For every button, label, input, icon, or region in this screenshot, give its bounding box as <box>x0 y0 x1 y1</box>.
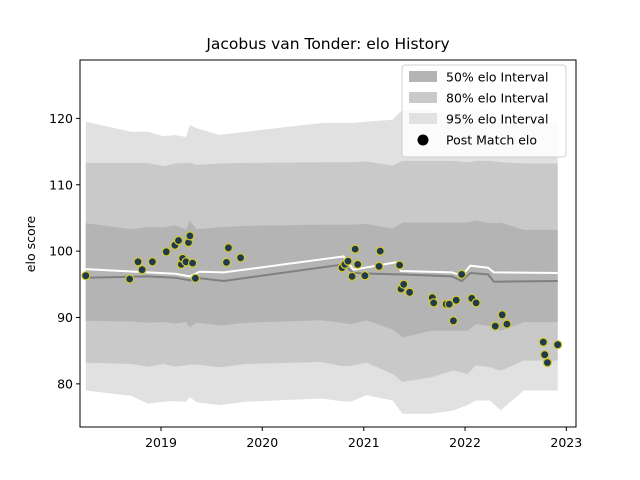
y-axis: 80 90 100 110 120 <box>49 111 80 391</box>
data-point <box>350 244 360 254</box>
data-point <box>553 340 563 350</box>
data-point <box>490 321 500 331</box>
data-point <box>502 319 512 329</box>
y-tick-label: 90 <box>57 310 73 325</box>
data-point <box>542 358 553 368</box>
data-point <box>540 350 550 360</box>
data-point <box>221 257 232 267</box>
data-point <box>353 259 363 269</box>
data-point <box>173 235 184 246</box>
data-point <box>405 287 415 297</box>
data-point <box>444 299 454 309</box>
x-tick-label: 2019 <box>145 435 177 450</box>
data-point <box>429 298 439 308</box>
y-tick-label: 80 <box>57 376 73 391</box>
data-point <box>236 253 246 263</box>
data-point <box>360 271 370 281</box>
data-point <box>81 271 91 281</box>
x-tick-label: 2022 <box>449 435 481 450</box>
data-point <box>133 257 143 267</box>
plot-frame <box>79 59 577 428</box>
data-point <box>471 298 481 308</box>
chart-title: Jacobus van Tonder: elo History <box>205 35 449 53</box>
x-tick-label: 2023 <box>550 435 582 450</box>
legend: 50% elo Interval 80% elo Interval 95% elo … <box>401 64 567 158</box>
y-tick-label: 110 <box>49 177 73 192</box>
data-point <box>125 274 135 284</box>
data-point <box>497 310 507 320</box>
post-match-points <box>81 231 563 368</box>
data-point <box>223 243 233 253</box>
data-point <box>399 279 409 289</box>
legend-label: 80% elo Interval <box>446 91 548 106</box>
legend-label: 50% elo Interval <box>446 70 548 85</box>
data-point <box>457 269 467 279</box>
data-point <box>448 316 458 326</box>
x-tick-label: 2021 <box>348 435 380 450</box>
legend-label: Post Match elo <box>446 133 537 148</box>
data-point <box>185 231 195 241</box>
x-axis: 2019 2020 2021 2022 2023 <box>145 427 582 450</box>
legend-label: 95% elo Interval <box>446 112 548 127</box>
legend-swatch <box>409 113 437 124</box>
legend-swatch <box>409 92 437 103</box>
data-point <box>538 337 548 347</box>
data-point <box>161 247 171 257</box>
legend-box <box>401 64 567 158</box>
data-point <box>347 271 357 281</box>
data-point <box>190 273 200 283</box>
data-point <box>147 257 157 267</box>
y-tick-label: 100 <box>49 244 73 259</box>
y-axis-label: elo score <box>23 216 38 273</box>
data-point <box>375 246 385 256</box>
data-point <box>343 256 353 266</box>
legend-swatch <box>409 71 437 82</box>
y-tick-label: 120 <box>49 111 73 126</box>
data-point <box>451 295 461 305</box>
data-point <box>137 265 147 275</box>
data-point <box>188 258 198 268</box>
band-50-percent <box>85 220 558 338</box>
data-point <box>374 261 384 271</box>
x-tick-label: 2020 <box>246 435 278 450</box>
legend-marker <box>417 134 429 146</box>
median-line <box>85 263 558 283</box>
data-point <box>395 260 405 270</box>
